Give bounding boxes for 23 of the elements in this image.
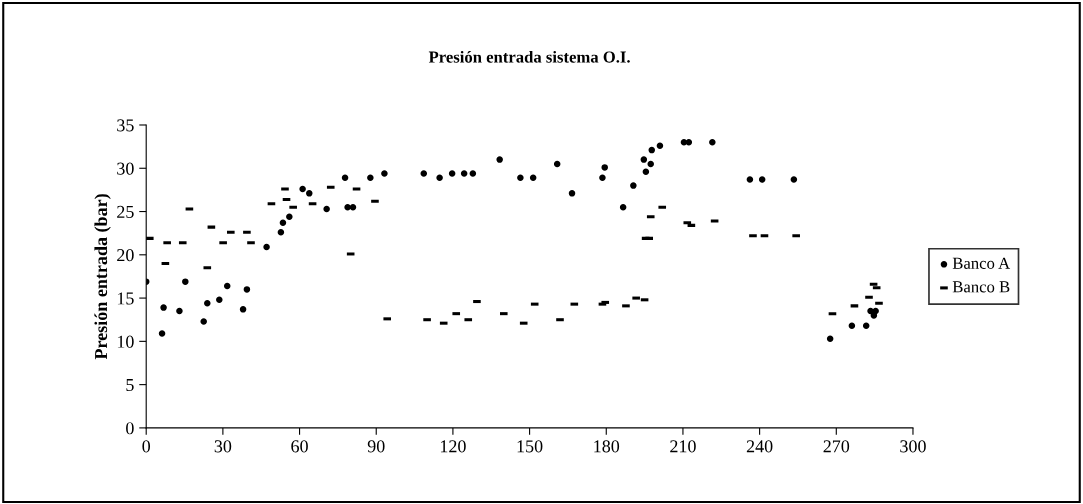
x-tick-label: 210: [670, 440, 696, 453]
x-tick-label: 90: [367, 440, 385, 453]
x-tick-label: 30: [214, 440, 232, 453]
legend-label: Banco A: [952, 257, 1011, 269]
y-tick-label: 20: [117, 249, 134, 262]
x-tick-label: 300: [900, 440, 926, 453]
x-tick-label: 240: [746, 440, 773, 453]
legend-label: Banco B: [952, 281, 1010, 293]
x-tick-label: 270: [823, 440, 850, 453]
x-tick-label: 60: [291, 440, 308, 453]
y-tick-label: 10: [117, 335, 134, 348]
y-tick-label: 0: [126, 422, 134, 435]
x-tick-label: 0: [142, 440, 151, 453]
chart-title: Presión entrada sistema O.I.: [428, 50, 630, 63]
y-tick-label: 35: [117, 119, 134, 132]
y-tick-label: 15: [117, 292, 134, 305]
y-axis-title: Presión entrada (bar): [94, 194, 111, 360]
x-tick-label: 150: [517, 440, 543, 453]
y-tick-label: 5: [126, 379, 134, 392]
x-tick-label: 120: [440, 440, 466, 453]
x-tick-label: 180: [594, 440, 620, 453]
y-tick-label: 25: [117, 205, 134, 218]
y-tick-label: 30: [117, 162, 134, 175]
